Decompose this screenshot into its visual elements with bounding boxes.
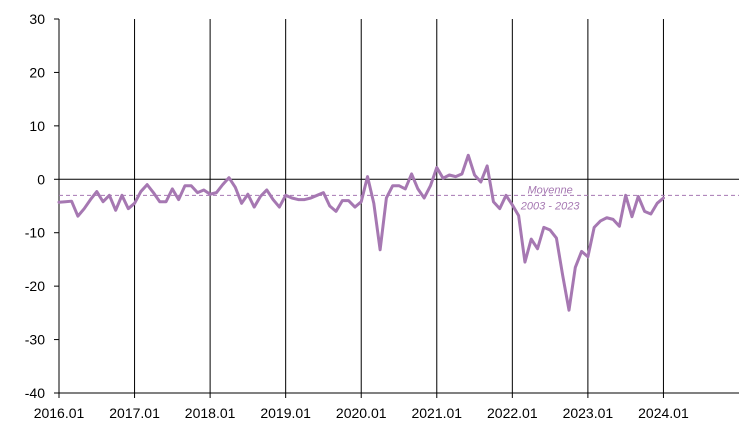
vertical-gridlines [134, 19, 664, 393]
y-tick-label: 30 [29, 11, 45, 27]
x-tick-label: 2018.01 [185, 405, 236, 421]
x-tick-label: 2023.01 [563, 405, 614, 421]
x-tick-labels: 2016.01 2017.01 2018.01 2019.01 2020.01 2021.… [34, 393, 689, 421]
mean-period-label: 2003 - 2023 [520, 200, 581, 212]
x-tick-label: 2017.01 [109, 405, 160, 421]
y-tick-label: -40 [25, 385, 45, 401]
mean-annotation: Moyenne 2003 - 2023 [520, 184, 581, 212]
axes [58, 19, 739, 394]
y-tick-label: -30 [25, 332, 45, 348]
y-tick-labels: 30 20 10 0 -10 -20 -30 -40 [25, 11, 59, 401]
x-tick-label: 2016.01 [34, 405, 85, 421]
mean-label: Moyenne [527, 184, 572, 196]
x-tick-label: 2020.01 [336, 405, 387, 421]
x-tick-label: 2024.01 [638, 405, 689, 421]
x-tick-label: 2022.01 [487, 405, 538, 421]
y-tick-label: -20 [25, 278, 45, 294]
y-tick-label: -10 [25, 225, 45, 241]
x-tick-label: 2021.01 [411, 405, 462, 421]
y-tick-label: 0 [37, 171, 45, 187]
y-tick-label: 10 [29, 118, 45, 134]
y-tick-label: 20 [29, 64, 45, 80]
series-layer [57, 153, 665, 312]
series-line [57, 153, 665, 312]
x-tick-label: 2019.01 [260, 405, 311, 421]
